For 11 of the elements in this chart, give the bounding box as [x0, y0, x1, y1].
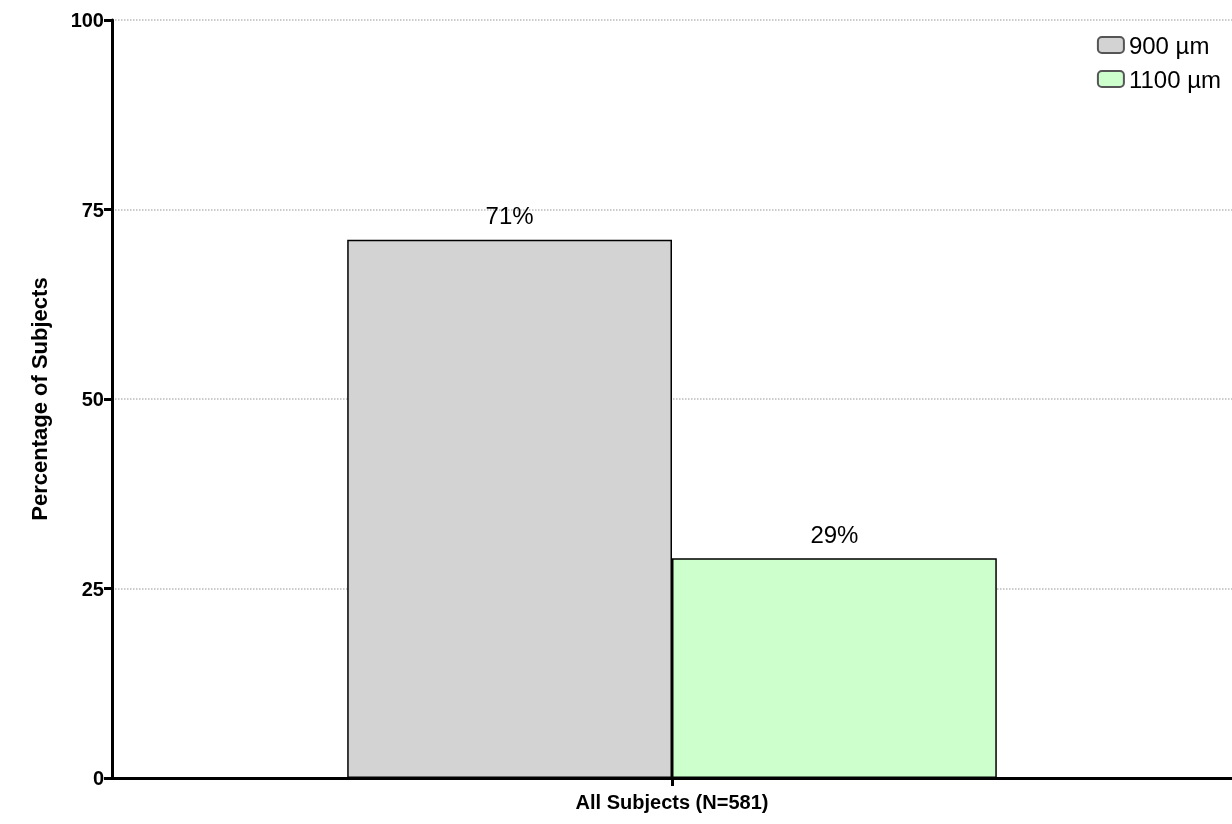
y-tick-label: 100 [70, 9, 104, 31]
data-label: 29% [810, 520, 859, 548]
y-tick-label: 0 [92, 767, 104, 789]
x-tick-label: All Subjects (N=581) [575, 791, 769, 813]
y-tick-label: 25 [81, 577, 104, 600]
legend-label: 1100 µm [1128, 65, 1222, 93]
y-tick-label: 50 [81, 388, 104, 410]
y-tick-label: 75 [81, 198, 104, 221]
legend-label: 900 µm [1128, 31, 1210, 59]
data-label: 71% [485, 202, 534, 230]
y-axis-title: Percentage of Subjects [26, 277, 52, 521]
